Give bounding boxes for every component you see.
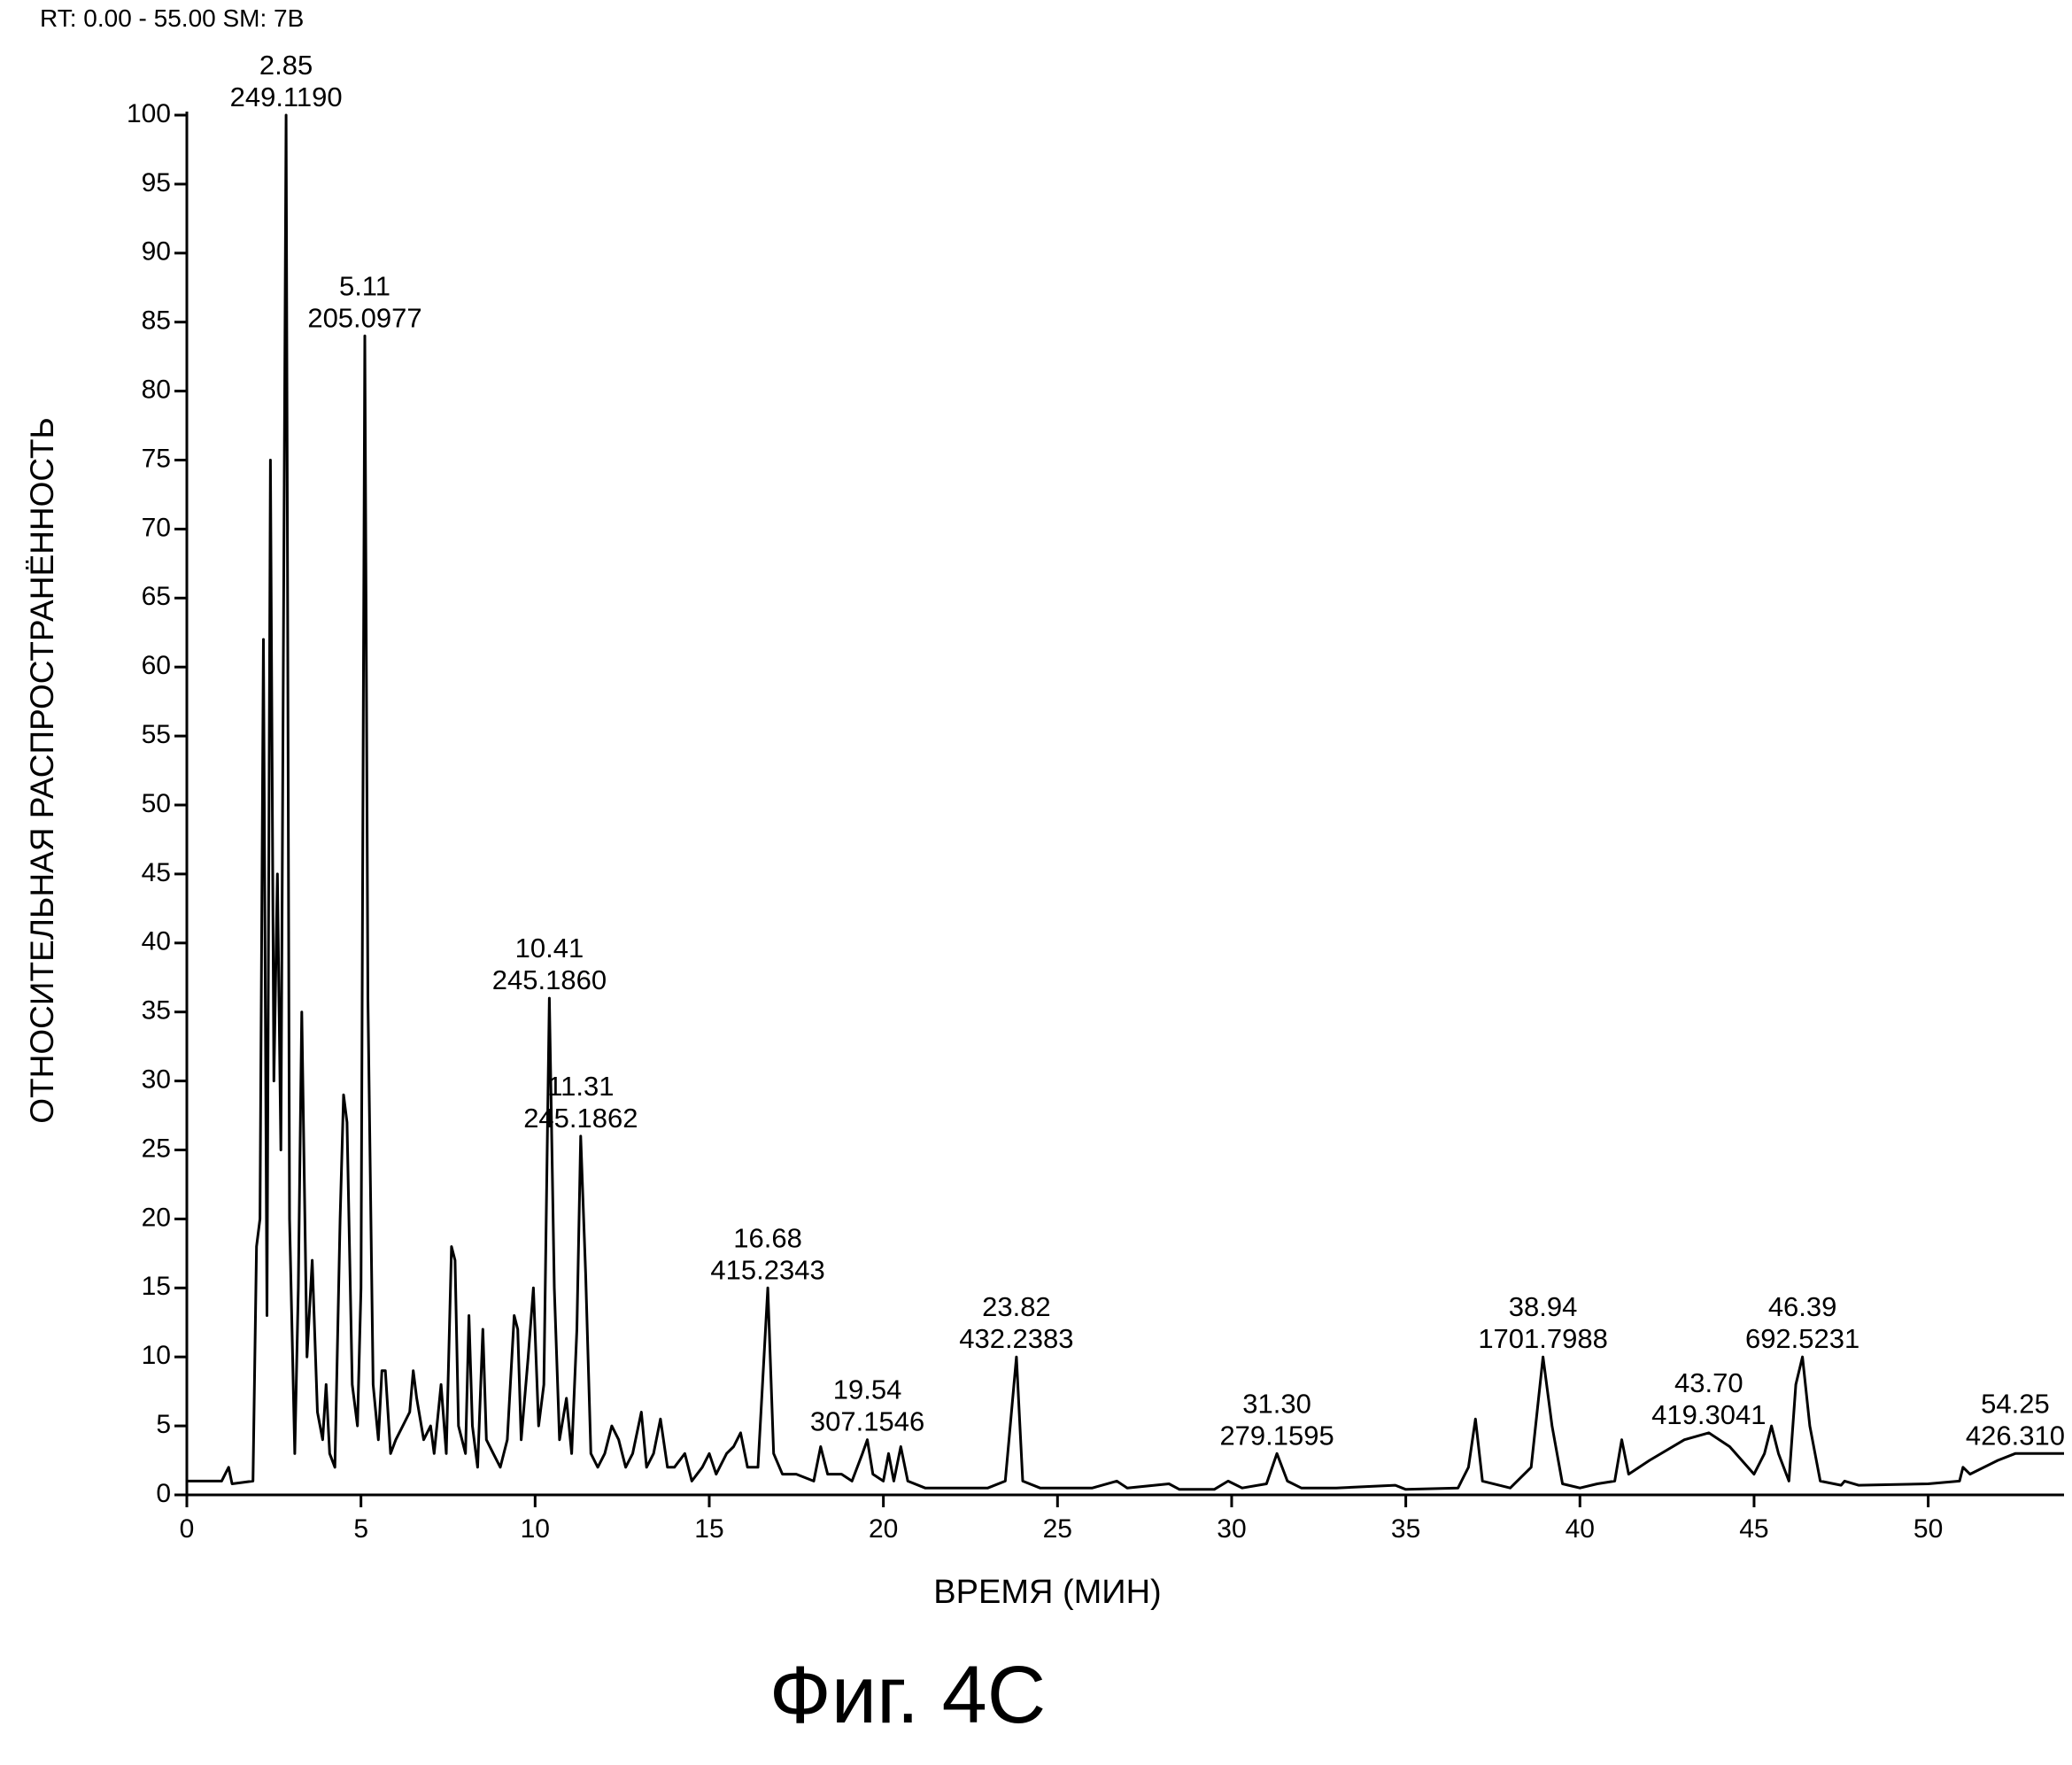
y-tick-label: 10	[142, 1341, 171, 1370]
peak-mz-label: 307.1546	[810, 1406, 924, 1437]
peak-rt-label: 10.41	[515, 933, 584, 964]
peak-mz-label: 245.1862	[523, 1103, 638, 1134]
peak-mz-label: 419.3041	[1651, 1399, 1766, 1430]
y-tick-label: 40	[142, 927, 171, 956]
peak-mz-label: 205.0977	[307, 302, 421, 333]
peak-mz-label: 279.1595	[1219, 1420, 1334, 1451]
y-tick-label: 50	[142, 789, 171, 818]
peak-mz-label: 432.2383	[959, 1323, 1073, 1354]
peak-rt-label: 54.25	[1981, 1388, 2050, 1419]
y-tick-label: 35	[142, 996, 171, 1026]
peak-mz-label: 426.310	[1966, 1420, 2065, 1451]
y-tick-label: 85	[142, 306, 171, 336]
y-tick-label: 90	[142, 237, 171, 267]
peak-mz-label: 249.1190	[230, 81, 343, 112]
x-tick-label: 50	[1914, 1514, 1943, 1544]
x-tick-label: 20	[869, 1514, 898, 1544]
peak-rt-label: 31.30	[1242, 1388, 1311, 1419]
y-tick-label: 0	[156, 1479, 171, 1508]
peak-rt-label: 19.54	[833, 1374, 902, 1405]
y-tick-label: 45	[142, 858, 171, 887]
peak-rt-label: 46.39	[1768, 1291, 1837, 1322]
y-tick-label: 60	[142, 651, 171, 680]
x-tick-label: 15	[694, 1514, 723, 1544]
y-tick-label: 5	[156, 1410, 171, 1439]
x-tick-label: 40	[1566, 1514, 1595, 1544]
x-tick-label: 10	[521, 1514, 550, 1544]
x-tick-label: 45	[1739, 1514, 1768, 1544]
peak-rt-label: 23.82	[982, 1291, 1051, 1322]
caption: Фиг. 4C	[769, 1650, 1046, 1740]
x-axis-title: ВРЕМЯ (МИН)	[933, 1574, 1161, 1611]
x-tick-label: 0	[180, 1514, 195, 1544]
y-tick-label: 30	[142, 1065, 171, 1095]
y-tick-label: 55	[142, 720, 171, 749]
peak-rt-label: 43.70	[1674, 1367, 1743, 1398]
peak-rt-label: 2.85	[259, 50, 313, 81]
y-tick-label: 80	[142, 375, 171, 405]
peak-rt-label: 38.94	[1509, 1291, 1578, 1322]
peak-mz-label: 415.2343	[710, 1254, 824, 1285]
y-tick-label: 15	[142, 1272, 171, 1301]
peak-rt-label: 5.11	[339, 270, 390, 301]
y-tick-label: 70	[142, 513, 171, 542]
header: RT: 0.00 - 55.00 SM: 7B	[40, 4, 304, 32]
peak-rt-label: 11.31	[547, 1071, 614, 1102]
y-tick-label: 25	[142, 1134, 171, 1163]
y-tick-label: 20	[142, 1203, 171, 1232]
y-tick-label: 75	[142, 444, 171, 473]
y-tick-label: 100	[127, 99, 171, 128]
x-tick-label: 25	[1043, 1514, 1072, 1544]
y-tick-label: 65	[142, 582, 171, 611]
y-tick-label: 95	[142, 168, 171, 197]
peak-mz-label: 692.5231	[1745, 1323, 1859, 1354]
x-tick-label: 35	[1391, 1514, 1420, 1544]
x-tick-label: 5	[353, 1514, 368, 1544]
x-tick-label: 30	[1217, 1514, 1246, 1544]
peak-mz-label: 245.1860	[492, 964, 607, 995]
peak-rt-label: 16.68	[733, 1222, 802, 1253]
trace	[187, 113, 2064, 1491]
peak-mz-label: 1701.7988	[1478, 1323, 1608, 1354]
y-axis-title: ОТНОСИТЕЛЬНАЯ РАСПРОСТРАНЁННОСТЬ	[24, 417, 60, 1123]
